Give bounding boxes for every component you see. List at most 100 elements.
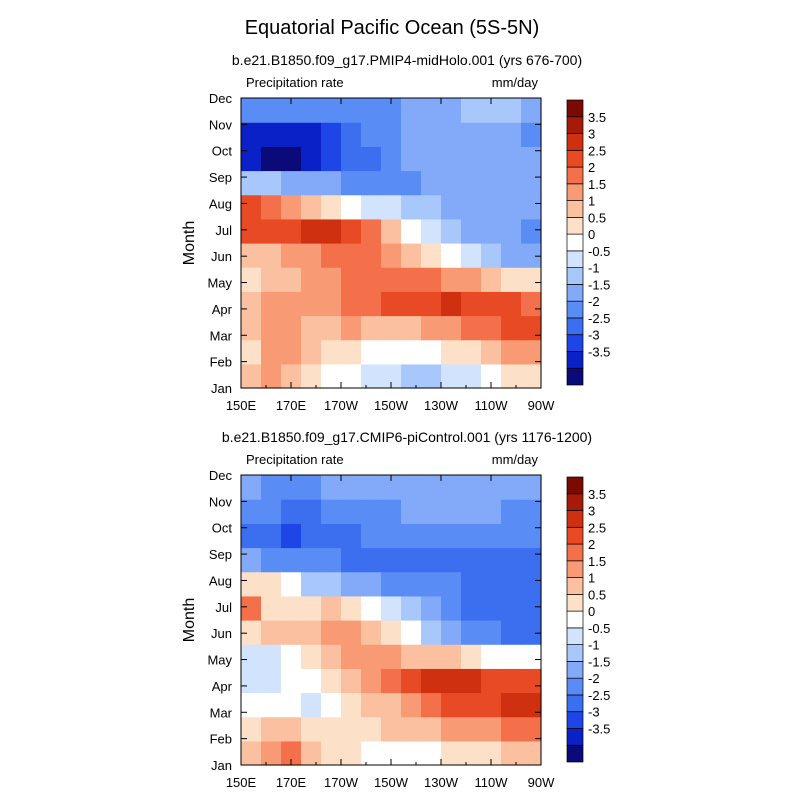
colorbar-swatch: [566, 493, 584, 511]
heatmap-cell: [521, 620, 542, 645]
heatmap-cell: [441, 740, 462, 766]
heatmap-cell: [381, 98, 402, 123]
heatmap-cell: [481, 363, 502, 389]
heatmap-cell: [461, 668, 482, 694]
heatmap-cell: [281, 267, 302, 292]
heatmap-cell: [461, 620, 482, 645]
heatmap-cell: [301, 644, 322, 669]
colorbar-swatch: [566, 149, 584, 168]
heatmap-cell: [521, 692, 542, 718]
colorbar-swatch: [566, 543, 584, 562]
colorbar-label: 1: [588, 571, 595, 586]
heatmap-cell: [241, 499, 262, 524]
heatmap-cell: [481, 692, 502, 718]
heatmap-cell: [301, 194, 322, 220]
heatmap-cell: [321, 668, 342, 694]
colorbar-swatch: [566, 526, 584, 545]
heatmap-cell: [241, 243, 262, 268]
heatmap-cell: [381, 291, 402, 317]
panel-bottom: b.e21.B1850.f09_g17.CMIP6-piControl.001 …: [181, 429, 610, 790]
heatmap-cell: [361, 620, 382, 645]
heatmap-cell: [521, 523, 542, 549]
heatmap-cell: [321, 716, 342, 742]
y-tick-label: Dec: [209, 91, 233, 106]
heatmap-cell: [521, 122, 542, 147]
heatmap-cell: [301, 170, 322, 196]
heatmap-cell: [481, 620, 502, 645]
heatmap-cell: [421, 547, 442, 573]
y-tick-label: May: [207, 653, 232, 668]
heatmap-cell: [401, 644, 422, 669]
heatmap-cell: [341, 243, 362, 268]
colorbar-swatch: [566, 661, 584, 679]
x-tick-label: 170E: [276, 398, 307, 413]
heatmap-cell: [501, 620, 522, 645]
heatmap-cell: [321, 571, 342, 597]
heatmap-cell: [481, 122, 502, 147]
heatmap-cell: [501, 218, 522, 244]
x-tick-label: 150E: [226, 398, 257, 413]
heatmap-cell: [241, 668, 262, 694]
colorbar-swatch: [566, 250, 584, 268]
heatmap-cell: [441, 595, 462, 621]
heatmap-cell: [281, 668, 302, 694]
heatmap-cell: [281, 499, 302, 524]
heatmap-cell: [481, 571, 502, 597]
heatmap-cell: [441, 523, 462, 549]
heatmap-cell: [381, 122, 402, 147]
heatmap-cell: [441, 571, 462, 597]
colorbar-label: 3: [588, 504, 595, 519]
colorbar-swatch: [566, 510, 584, 528]
heatmap-cell: [261, 267, 282, 292]
heatmap-cell: [461, 194, 482, 220]
colorbar-swatch: [566, 284, 584, 302]
heatmap-cell: [241, 170, 262, 196]
heatmap-cell: [401, 243, 422, 268]
heatmap-cell: [501, 644, 522, 669]
y-tick-label: Sep: [209, 170, 232, 185]
x-tick-label: 170E: [276, 775, 307, 790]
heatmap-cell: [521, 315, 542, 341]
heatmap-cell: [301, 315, 322, 341]
heatmap-cell: [261, 499, 282, 524]
heatmap-cell: [381, 523, 402, 549]
heatmap-cell: [361, 475, 382, 500]
heatmap-cell: [441, 291, 462, 317]
heatmap-cell: [361, 339, 382, 365]
colorbar-swatch: [566, 334, 584, 352]
colorbar-swatch: [566, 217, 584, 235]
heatmap-cell: [281, 122, 302, 147]
heatmap-cell: [321, 218, 342, 244]
colorbar-label: 2.5: [588, 520, 606, 535]
colorbar-swatch: [566, 711, 584, 729]
heatmap-cell: [521, 243, 542, 268]
heatmap-cell: [461, 146, 482, 172]
heatmap-cell: [281, 620, 302, 645]
heatmap-cell: [521, 194, 542, 220]
colorbar-swatch: [566, 577, 584, 595]
colorbar-label: -2: [588, 294, 600, 309]
heatmap-cell: [501, 668, 522, 694]
colorbar-label: -3.5: [588, 721, 610, 736]
heatmap-cell: [501, 291, 522, 317]
heatmap-cell: [281, 523, 302, 549]
heatmap-cell: [261, 243, 282, 268]
heatmap-cell: [381, 547, 402, 573]
heatmap-cell: [301, 243, 322, 268]
heatmap-cell: [321, 243, 342, 268]
heatmap-cell: [361, 218, 382, 244]
heatmap-cell: [261, 363, 282, 389]
colorbar-label: 0.5: [588, 587, 606, 602]
heatmap-cell: [281, 243, 302, 268]
y-tick-label: Nov: [209, 494, 233, 509]
heatmap-cell: [301, 122, 322, 147]
heatmap-cell: [321, 620, 342, 645]
heatmap-cell: [501, 547, 522, 573]
heatmap-cell: [501, 716, 522, 742]
heatmap-cell: [401, 146, 422, 172]
heatmap-cell: [441, 315, 462, 341]
x-tick-label: 130W: [424, 398, 459, 413]
heatmap-cell: [441, 716, 462, 742]
heatmap-cell: [461, 692, 482, 718]
heatmap-cell: [341, 475, 362, 500]
